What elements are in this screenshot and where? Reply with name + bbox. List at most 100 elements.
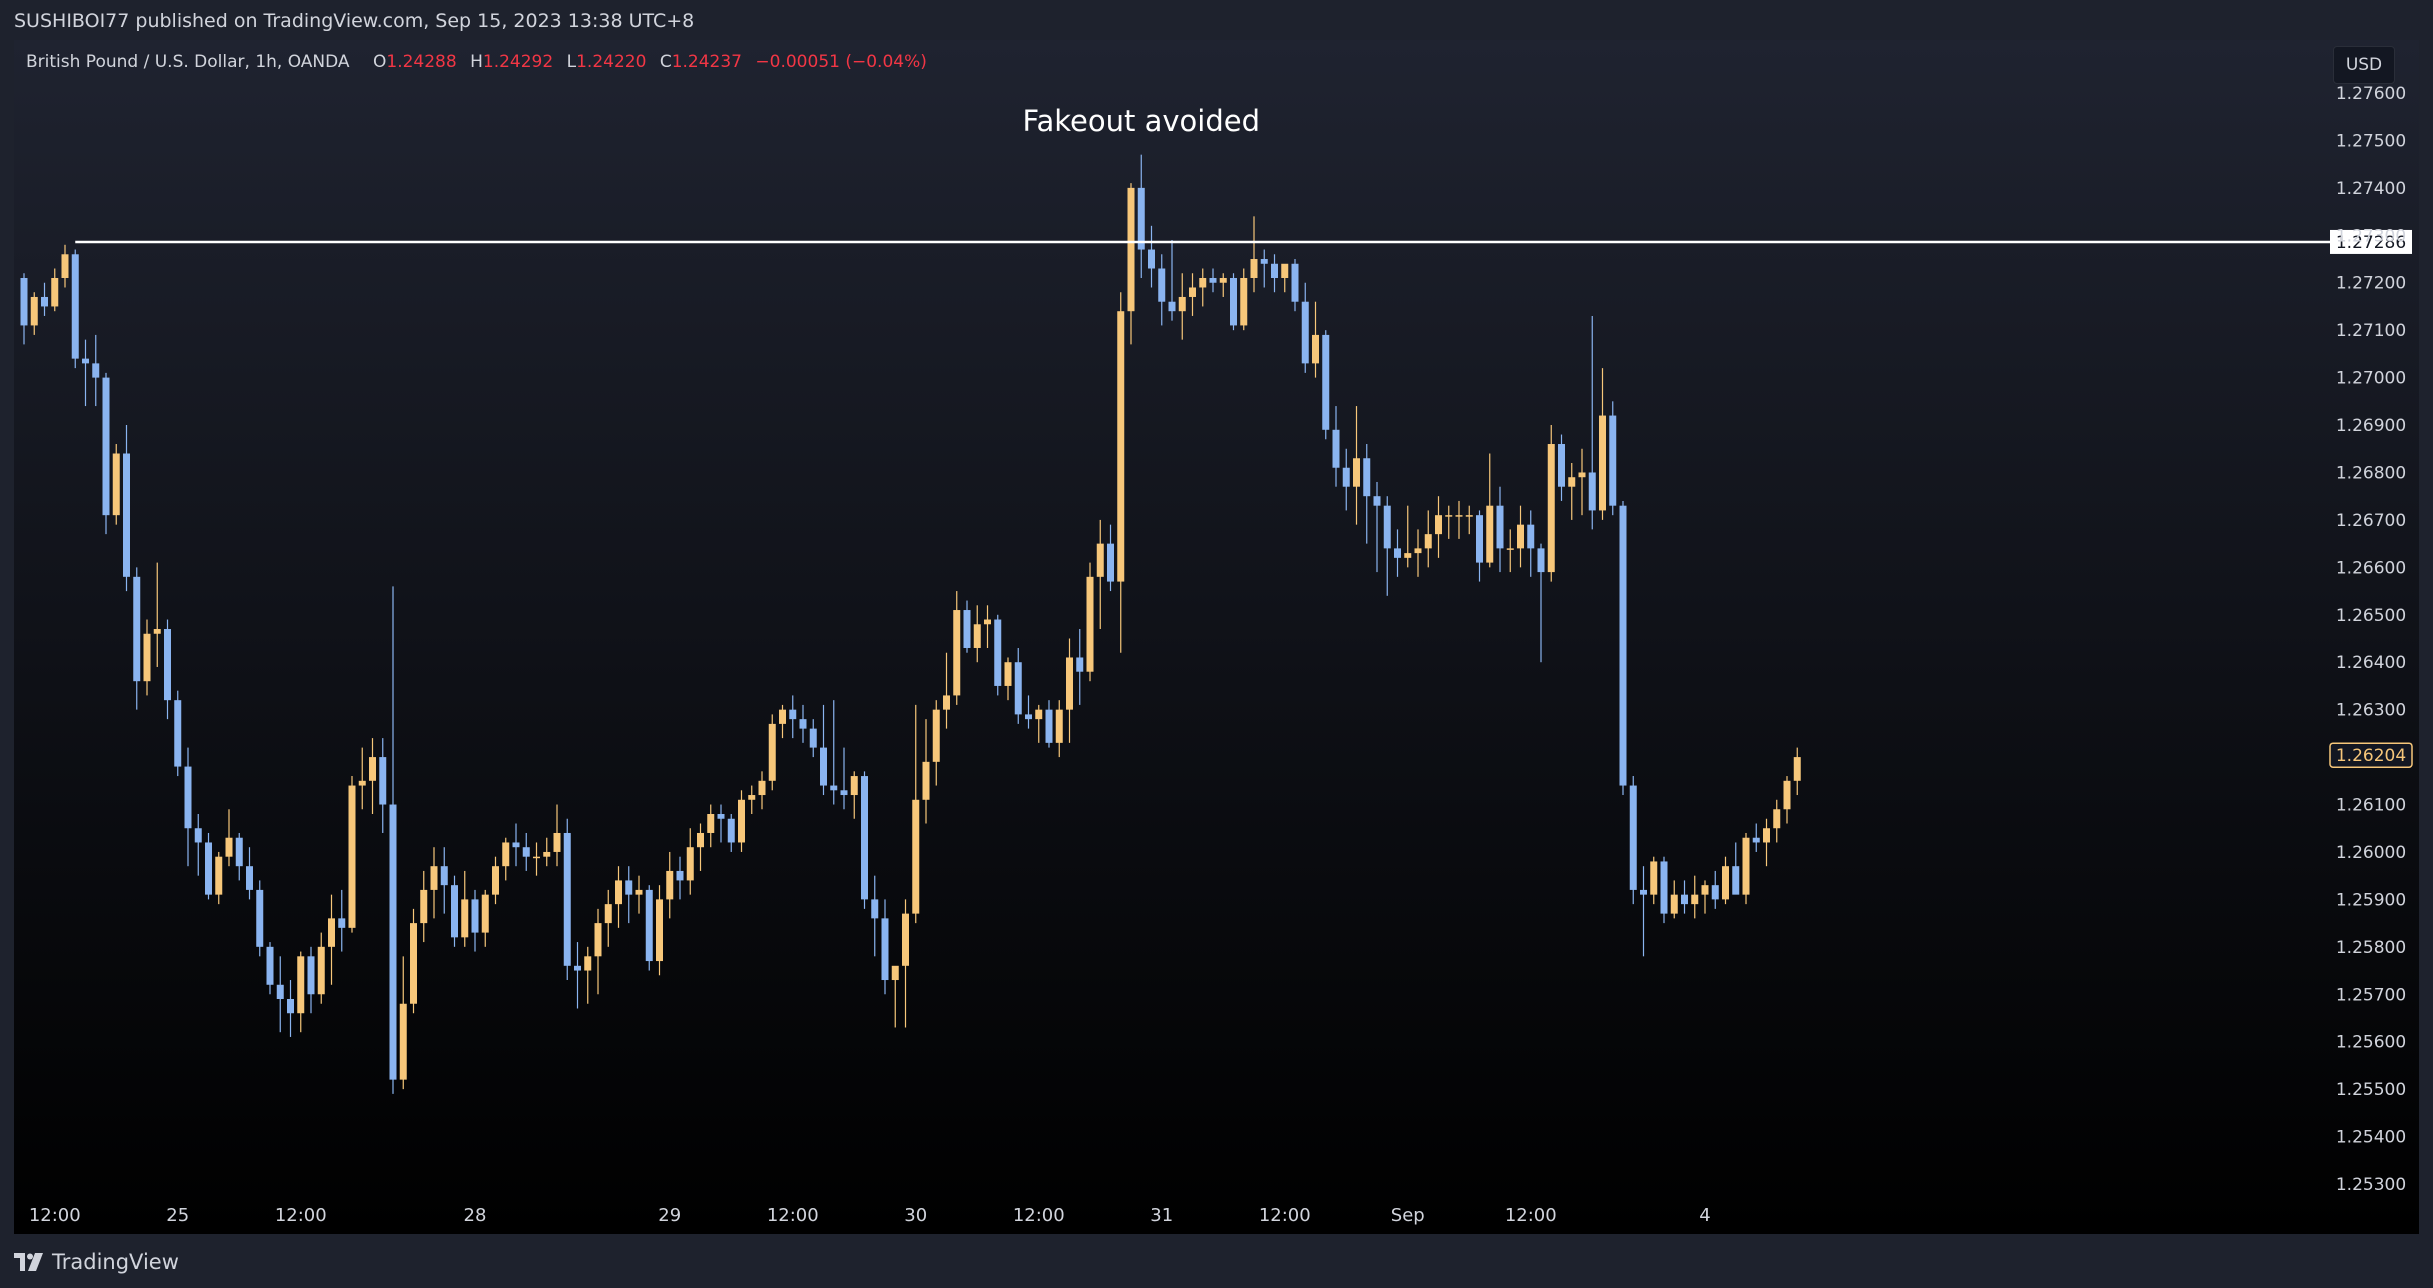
footer-brand-text: TradingView — [52, 1250, 179, 1274]
candle — [1260, 249, 1268, 288]
candle — [451, 875, 458, 947]
candle — [1578, 448, 1586, 516]
candle-body — [604, 904, 612, 924]
candle-body — [779, 709, 786, 724]
candle-body — [1506, 548, 1514, 550]
candle-body — [973, 624, 981, 648]
candle-body — [1014, 662, 1022, 715]
candle — [1035, 704, 1043, 743]
candle-body — [1096, 543, 1104, 577]
candle-body — [1107, 543, 1114, 582]
low-value: 1.24220 — [576, 52, 647, 72]
candle — [881, 899, 889, 995]
candle-body — [1517, 524, 1524, 549]
candle-body — [1332, 429, 1340, 468]
candles-layer — [20, 154, 1801, 1094]
x-tick-label: 29 — [658, 1205, 681, 1226]
candle-body — [389, 804, 397, 1080]
candle — [205, 832, 212, 900]
candle-body — [1025, 714, 1032, 720]
candle — [635, 875, 643, 914]
candle — [71, 249, 79, 369]
candle — [276, 956, 284, 1033]
y-tick-label: 1.27600 — [2336, 84, 2406, 104]
candle-body — [563, 832, 571, 966]
candle-body — [1189, 287, 1196, 297]
candle — [410, 908, 417, 1014]
candle — [1332, 406, 1340, 487]
candle-body — [1055, 709, 1063, 743]
candle — [1312, 301, 1319, 378]
candle-body — [420, 889, 428, 924]
candle-body — [912, 799, 920, 914]
candle-body — [881, 918, 889, 981]
candle — [1137, 154, 1145, 278]
candle-body — [707, 814, 715, 833]
x-tick-label: 12:00 — [1013, 1205, 1065, 1226]
candle-body — [625, 880, 633, 895]
candle-body — [1353, 458, 1360, 487]
candle-body — [1783, 780, 1791, 810]
candle — [1424, 510, 1432, 568]
candle — [738, 790, 745, 852]
candle-body — [1455, 515, 1463, 517]
candle-body — [984, 619, 991, 625]
candle-body — [768, 723, 776, 781]
candle — [30, 292, 38, 335]
candle — [379, 738, 387, 833]
candle — [902, 899, 909, 1028]
candle-body — [1260, 259, 1268, 264]
candle — [594, 908, 602, 995]
candle — [358, 747, 366, 810]
candle — [1240, 268, 1248, 331]
candle-body — [871, 899, 879, 919]
currency-button[interactable]: USD — [2333, 46, 2395, 84]
candle-body — [430, 866, 438, 890]
x-tick-label: 25 — [166, 1205, 189, 1226]
candle-body — [123, 453, 130, 577]
x-tick-label: 12:00 — [1505, 1205, 1557, 1226]
candle-body — [205, 842, 212, 895]
candle-body — [1066, 657, 1073, 710]
candle — [1291, 259, 1299, 312]
candle — [1455, 500, 1463, 539]
candle — [492, 856, 499, 905]
candle — [1168, 240, 1176, 321]
candle — [1322, 330, 1330, 440]
high-value: 1.24292 — [482, 52, 554, 72]
candle-body — [225, 837, 233, 857]
candle-body — [574, 965, 581, 971]
candle-body — [1404, 553, 1412, 558]
candle — [1650, 856, 1658, 905]
candle — [266, 942, 274, 995]
y-tick-label: 1.27000 — [2336, 369, 2406, 389]
candle — [1537, 543, 1545, 663]
candle — [779, 704, 786, 739]
candle-body — [697, 832, 704, 848]
candle-body — [1004, 662, 1012, 686]
candle — [758, 771, 766, 810]
candle — [1435, 496, 1442, 558]
candle — [932, 700, 940, 786]
symbol-name: British Pound / U.S. Dollar, 1h, OANDA — [26, 52, 350, 72]
open-value: 1.24288 — [386, 52, 457, 72]
candle — [1558, 434, 1565, 501]
candle-body — [820, 747, 827, 786]
candle — [1670, 880, 1678, 919]
candle-body — [307, 956, 315, 995]
candle — [717, 804, 725, 843]
candle-body — [738, 799, 745, 843]
y-tick-label: 1.25700 — [2336, 985, 2406, 1005]
candle — [768, 714, 776, 791]
candle — [112, 444, 120, 525]
candle — [1691, 875, 1699, 919]
candle-body — [399, 1003, 407, 1080]
candle-body — [1035, 709, 1043, 720]
candle — [420, 870, 428, 943]
candle — [471, 889, 479, 952]
candle — [92, 334, 100, 407]
candle-body — [1670, 894, 1678, 914]
candle-body — [1230, 277, 1237, 326]
candle — [984, 605, 991, 648]
